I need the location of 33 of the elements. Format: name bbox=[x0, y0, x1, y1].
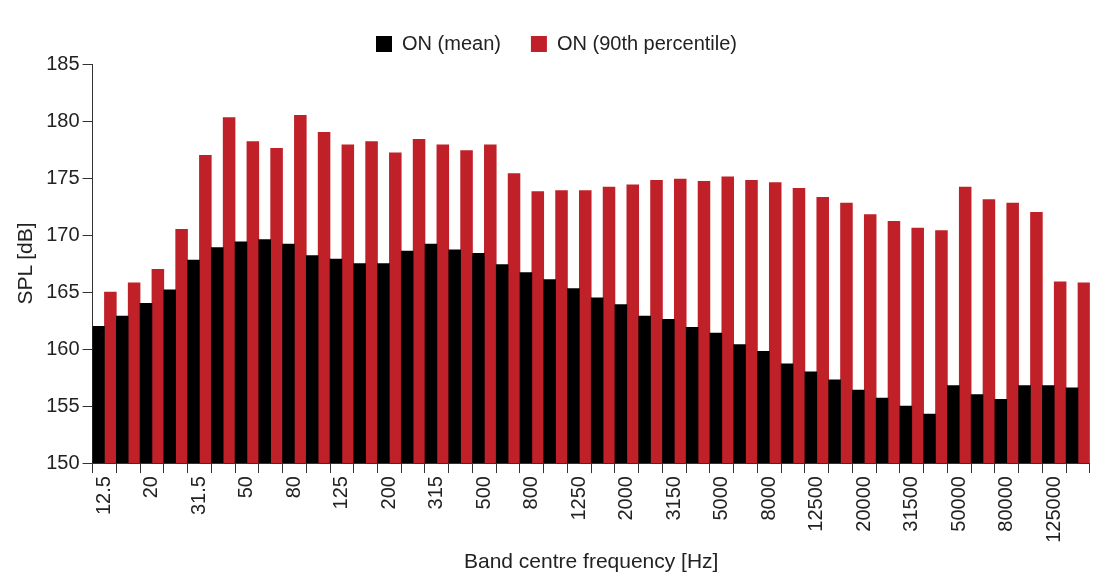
y-tick-label: 150 bbox=[46, 450, 80, 473]
x-tick-label: 200 bbox=[376, 476, 399, 510]
x-tick-label: 500 bbox=[471, 476, 494, 510]
x-tick-label: 20000 bbox=[851, 476, 874, 532]
x-tick-label: 125 bbox=[329, 476, 352, 510]
x-tick-label: 125000 bbox=[1041, 476, 1064, 543]
legend-label: ON (90th percentile) bbox=[556, 31, 737, 54]
x-tick-label: 80 bbox=[281, 476, 304, 499]
x-tick-label: 5000 bbox=[709, 476, 732, 521]
legend-label: ON (mean) bbox=[402, 31, 501, 54]
y-tick-label: 155 bbox=[46, 393, 80, 416]
x-tick-label: 2000 bbox=[614, 476, 637, 521]
y-tick-label: 170 bbox=[46, 222, 80, 245]
y-axis-title: SPL [dB] bbox=[13, 222, 37, 305]
x-tick-label: 80000 bbox=[994, 476, 1017, 532]
x-tick-label: 12.5 bbox=[91, 476, 114, 515]
x-tick-label: 8000 bbox=[756, 476, 779, 521]
x-tick-label: 3150 bbox=[661, 476, 684, 521]
y-tick-label: 165 bbox=[46, 279, 80, 302]
y-tick-label: 160 bbox=[46, 336, 80, 359]
x-tick-label: 50000 bbox=[946, 476, 969, 532]
x-tick-label: 800 bbox=[519, 476, 542, 510]
y-tick-label: 180 bbox=[46, 108, 80, 131]
y-tick-label: 185 bbox=[46, 51, 80, 74]
x-tick-label: 50 bbox=[234, 476, 257, 499]
y-tick-label: 175 bbox=[46, 165, 80, 188]
x-tick-label: 1250 bbox=[566, 476, 589, 521]
x-tick-label: 12500 bbox=[804, 476, 827, 532]
x-tick-label: 31500 bbox=[899, 476, 922, 532]
x-axis-title: Band centre frequency [Hz] bbox=[463, 549, 719, 573]
x-tick-label: 31.5 bbox=[186, 476, 209, 515]
x-tick-label: 315 bbox=[424, 476, 447, 510]
x-tick-label: 20 bbox=[139, 476, 162, 499]
